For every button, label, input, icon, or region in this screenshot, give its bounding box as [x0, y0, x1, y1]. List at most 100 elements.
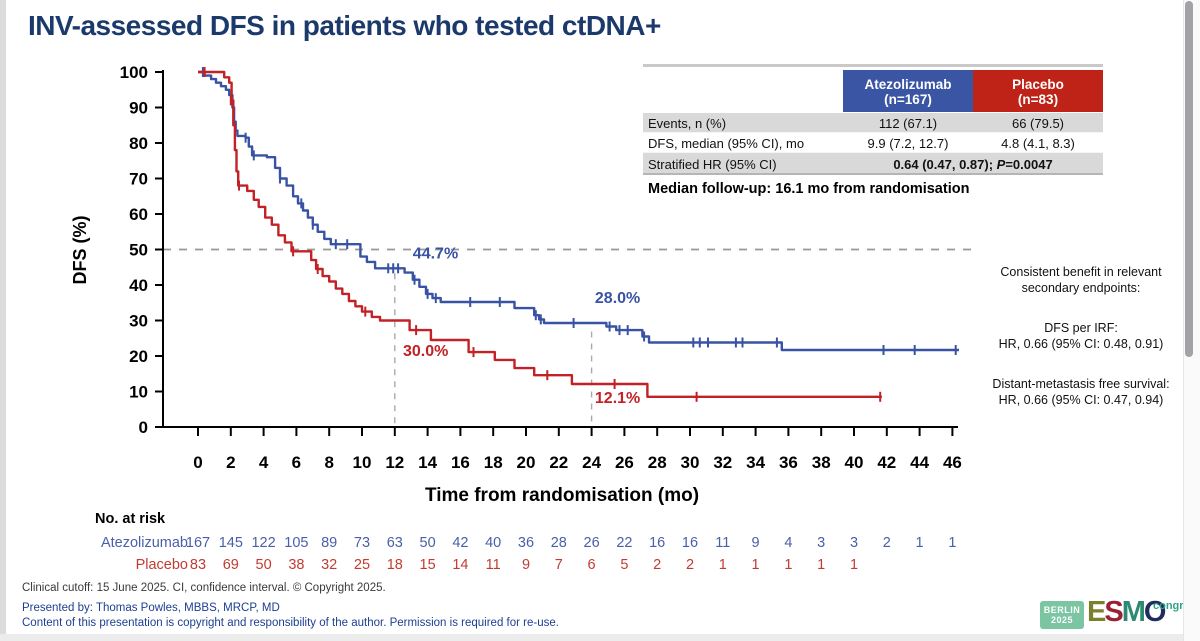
- header-placebo: Placebo (n=83): [973, 70, 1103, 112]
- risk-value: 7: [554, 557, 563, 573]
- window-left-edge: [0, 0, 6, 641]
- risk-value: 3: [817, 535, 826, 551]
- svg-text:44.7%: 44.7%: [413, 245, 458, 262]
- risk-value: 83: [189, 557, 207, 573]
- svg-text:42: 42: [877, 453, 896, 472]
- risk-value: 1: [718, 557, 727, 573]
- side-note-paragraph: Consistent benefit in relevant secondary …: [1000, 265, 1162, 295]
- scrollbar-thumb[interactable]: [1185, 1, 1193, 357]
- svg-text:70: 70: [129, 170, 148, 189]
- svg-text:6: 6: [292, 453, 301, 472]
- risk-value: 26: [583, 535, 600, 551]
- row-hr-label: Stratified HR (95% CI): [648, 156, 777, 172]
- risk-value: 18: [386, 557, 403, 573]
- svg-text:30.0%: 30.0%: [403, 343, 448, 360]
- risk-value: 25: [353, 557, 371, 573]
- risk-value: 145: [218, 535, 243, 551]
- p-value: =0.0047: [1005, 156, 1053, 172]
- esmo-congress-logo: BERLIN 2025 ESMO congress: [1040, 596, 1200, 634]
- risk-value: 1: [948, 535, 957, 551]
- risk-value: 105: [284, 535, 309, 551]
- esmo-letter: M: [1121, 596, 1146, 628]
- risk-value: 42: [452, 535, 469, 551]
- svg-text:44: 44: [910, 453, 929, 472]
- svg-text:22: 22: [549, 453, 568, 472]
- esmo-letters: ESMO: [1087, 596, 1167, 629]
- row-dfs-placebo: 4.8 (4.1, 8.3): [1001, 136, 1075, 151]
- svg-text:2: 2: [226, 453, 235, 472]
- risk-row-label: Atezolizumab: [100, 535, 188, 551]
- svg-text:36: 36: [779, 453, 798, 472]
- svg-text:8: 8: [324, 453, 333, 472]
- svg-text:32: 32: [713, 453, 732, 472]
- risk-value: 5: [620, 557, 629, 573]
- header-placebo-name: Placebo: [1012, 77, 1064, 92]
- secondary-endpoints-note: Consistent benefit in relevant secondary …: [980, 264, 1182, 432]
- svg-text:46: 46: [943, 453, 962, 472]
- svg-text:38: 38: [812, 453, 831, 472]
- svg-text:28.0%: 28.0%: [595, 290, 640, 307]
- risk-value: 15: [419, 557, 436, 573]
- number-at-risk-heading: No. at risk: [95, 511, 166, 527]
- risk-value: 1: [751, 557, 760, 573]
- risk-value: 9: [751, 535, 760, 551]
- risk-value: 73: [353, 535, 371, 551]
- esmo-letter: O: [1143, 596, 1167, 628]
- esmo-berlin-badge: BERLIN 2025: [1040, 601, 1084, 629]
- row-dfs-atezo: 9.9 (7.2, 12.7): [867, 136, 949, 151]
- summary-table: Atezolizumab (n=167) Placebo (n=83) Even…: [643, 64, 1103, 175]
- risk-value: 3: [849, 535, 859, 551]
- hr-value: 0.64 (0.47, 0.87);: [893, 156, 997, 172]
- header-atezolizumab: Atezolizumab (n=167): [843, 70, 973, 112]
- svg-text:40: 40: [845, 453, 864, 472]
- table-top-rule: [643, 64, 1103, 67]
- risk-value: 14: [452, 557, 469, 573]
- risk-value: 89: [321, 535, 338, 551]
- header-atezolizumab-name: Atezolizumab: [864, 77, 952, 92]
- window-bottom-edge: [0, 634, 1200, 641]
- table-row-events: Events, n (%) 112 (67.1) 66 (79.5): [643, 113, 1103, 133]
- svg-text:28: 28: [648, 453, 667, 472]
- risk-value: 1: [849, 557, 859, 573]
- badge-year: 2025: [1050, 615, 1074, 625]
- esmo-letter: E: [1087, 596, 1106, 628]
- svg-text:14: 14: [418, 453, 437, 472]
- risk-value: 6: [587, 557, 596, 573]
- median-followup-note: Median follow-up: 16.1 mo from randomisa…: [648, 181, 970, 197]
- copyright-note: Content of this presentation is copyrigh…: [22, 617, 559, 629]
- svg-text:10: 10: [129, 383, 148, 402]
- risk-value: 32: [321, 557, 338, 573]
- svg-text:90: 90: [129, 99, 148, 118]
- risk-value: 36: [517, 535, 535, 551]
- risk-value: 63: [386, 535, 403, 551]
- row-events-label: Events, n (%): [648, 116, 727, 131]
- p-symbol: P: [996, 156, 1006, 172]
- svg-text:20: 20: [129, 347, 148, 366]
- side-note-paragraph: Distant-metastasis free survival: HR, 0.6…: [992, 377, 1170, 407]
- risk-value: 4: [784, 535, 793, 551]
- side-note-paragraph: DFS per IRF: HR, 0.66 (95% CI: 0.48, 0.91…: [998, 321, 1164, 351]
- risk-value: 2: [882, 535, 891, 551]
- svg-text:4: 4: [259, 453, 269, 472]
- svg-text:20: 20: [517, 453, 536, 472]
- svg-text:10: 10: [353, 453, 372, 472]
- risk-value: 38: [288, 557, 305, 573]
- risk-value: 28: [550, 535, 567, 551]
- risk-value: 122: [251, 535, 276, 551]
- badge-city: BERLIN: [1043, 605, 1081, 615]
- svg-text:Time from randomisation (mo): Time from randomisation (mo): [425, 485, 699, 506]
- svg-text:26: 26: [615, 453, 634, 472]
- risk-value: 9: [521, 557, 531, 573]
- risk-value: 16: [649, 535, 666, 551]
- esmo-letter: S: [1104, 596, 1123, 628]
- svg-text:12: 12: [385, 453, 404, 472]
- svg-text:0: 0: [193, 453, 202, 472]
- svg-text:12.1%: 12.1%: [595, 390, 640, 407]
- row-events-placebo: 66 (79.5): [1011, 116, 1065, 131]
- risk-value: 11: [485, 557, 501, 573]
- risk-value: 167: [185, 535, 211, 551]
- svg-text:18: 18: [484, 453, 503, 472]
- svg-text:16: 16: [451, 453, 470, 472]
- svg-text:24: 24: [582, 453, 601, 472]
